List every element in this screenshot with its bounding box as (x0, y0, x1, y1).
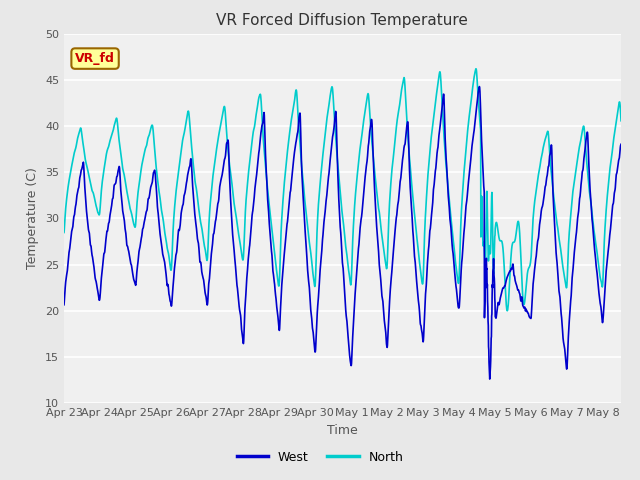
North (472, 66, 480, 72)
North (60, 229, 68, 235)
Title: VR Forced Diffusion Temperature: VR Forced Diffusion Temperature (216, 13, 468, 28)
North (123, 189, 131, 195)
West (321, 211, 329, 217)
West (486, 376, 493, 382)
North (140, 156, 147, 162)
Legend: West, North: West, North (232, 446, 408, 469)
Line: West: West (64, 86, 639, 379)
West (635, 321, 640, 326)
North (321, 133, 329, 139)
North (104, 144, 112, 150)
North (504, 308, 511, 313)
West (476, 84, 483, 89)
North (76, 127, 84, 133)
North (635, 288, 640, 294)
West (547, 142, 555, 148)
West (104, 222, 112, 228)
West (123, 243, 131, 249)
West (60, 302, 68, 308)
West (76, 175, 84, 180)
North (547, 170, 555, 176)
Line: North: North (64, 69, 639, 311)
Y-axis label: Temperature (C): Temperature (C) (26, 168, 40, 269)
West (140, 225, 147, 231)
Text: VR_fd: VR_fd (75, 52, 115, 65)
X-axis label: Time: Time (327, 424, 358, 437)
